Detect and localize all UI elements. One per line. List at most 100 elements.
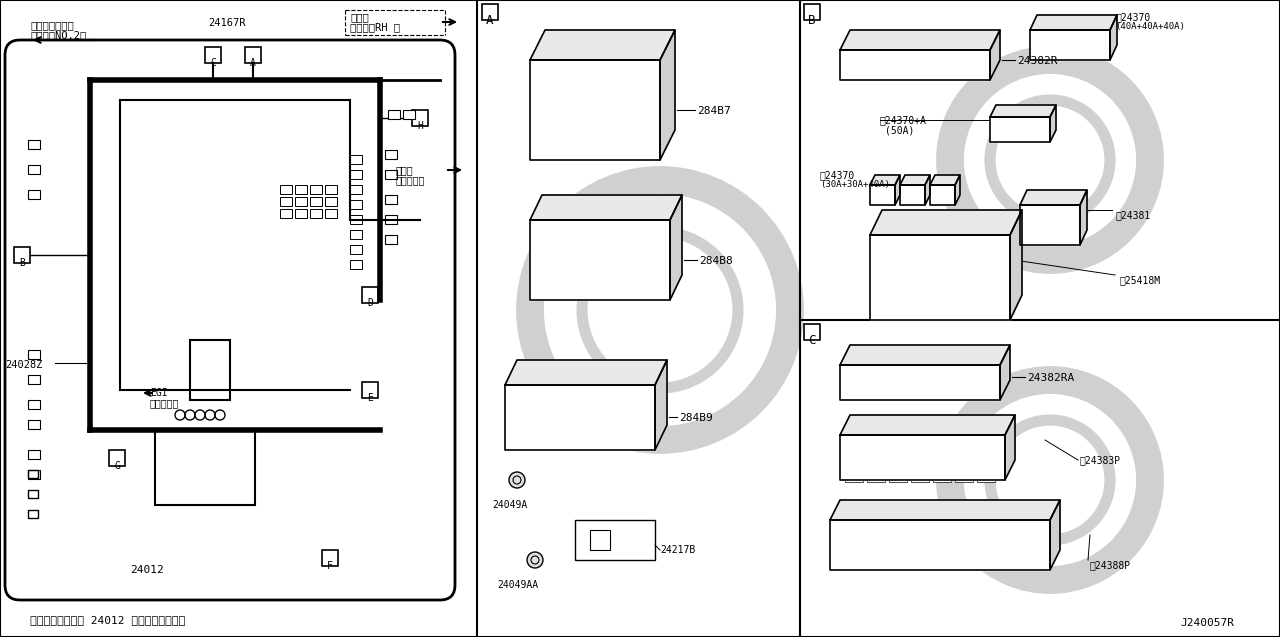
FancyBboxPatch shape [804, 324, 820, 340]
FancyBboxPatch shape [979, 257, 1001, 275]
FancyBboxPatch shape [294, 197, 307, 206]
FancyBboxPatch shape [189, 340, 230, 400]
FancyBboxPatch shape [876, 257, 897, 275]
Polygon shape [925, 175, 931, 205]
FancyBboxPatch shape [403, 110, 415, 119]
FancyBboxPatch shape [349, 245, 362, 254]
FancyBboxPatch shape [28, 400, 40, 409]
FancyBboxPatch shape [954, 279, 975, 297]
FancyBboxPatch shape [595, 120, 611, 135]
FancyBboxPatch shape [590, 530, 611, 550]
Text: (40A+40A+40A): (40A+40A+40A) [1115, 22, 1185, 31]
FancyBboxPatch shape [349, 200, 362, 209]
FancyBboxPatch shape [955, 470, 973, 482]
FancyBboxPatch shape [876, 235, 897, 253]
FancyBboxPatch shape [911, 470, 929, 482]
Polygon shape [829, 500, 1060, 520]
FancyBboxPatch shape [294, 185, 307, 194]
Polygon shape [900, 175, 931, 185]
Polygon shape [1030, 15, 1117, 30]
FancyBboxPatch shape [954, 540, 966, 556]
FancyBboxPatch shape [927, 279, 948, 297]
FancyBboxPatch shape [556, 100, 571, 115]
FancyBboxPatch shape [845, 455, 863, 467]
FancyBboxPatch shape [385, 170, 397, 179]
FancyBboxPatch shape [385, 150, 397, 159]
Polygon shape [530, 60, 660, 160]
FancyBboxPatch shape [614, 100, 631, 115]
FancyBboxPatch shape [412, 110, 428, 126]
FancyBboxPatch shape [614, 120, 631, 135]
Text: ※24383P: ※24383P [1080, 455, 1121, 465]
Polygon shape [870, 235, 1010, 320]
Text: (30A+30A+40A): (30A+30A+40A) [820, 180, 890, 189]
Text: H: H [417, 121, 422, 131]
Polygon shape [840, 345, 1010, 365]
Polygon shape [955, 175, 960, 205]
Polygon shape [1020, 190, 1087, 205]
FancyBboxPatch shape [349, 215, 362, 224]
FancyBboxPatch shape [972, 385, 986, 397]
FancyBboxPatch shape [595, 80, 611, 95]
Text: ※24370: ※24370 [1115, 12, 1151, 22]
Polygon shape [1050, 105, 1056, 142]
FancyBboxPatch shape [911, 455, 929, 467]
FancyBboxPatch shape [483, 4, 498, 20]
Text: 注）※印の部品は 24012 の構成部品です。: 注）※印の部品は 24012 の構成部品です。 [29, 615, 186, 625]
FancyBboxPatch shape [349, 260, 362, 269]
Polygon shape [840, 50, 989, 80]
FancyBboxPatch shape [556, 60, 571, 75]
FancyBboxPatch shape [244, 47, 261, 63]
Polygon shape [895, 175, 900, 205]
FancyBboxPatch shape [869, 540, 882, 556]
Polygon shape [840, 365, 1000, 400]
Text: ※24388P: ※24388P [1091, 560, 1132, 570]
FancyBboxPatch shape [323, 550, 338, 566]
FancyBboxPatch shape [954, 257, 975, 275]
Text: C: C [210, 58, 216, 68]
FancyBboxPatch shape [28, 350, 40, 359]
FancyBboxPatch shape [362, 382, 378, 398]
FancyBboxPatch shape [1021, 540, 1036, 556]
FancyBboxPatch shape [901, 279, 923, 297]
Text: 24049AA: 24049AA [497, 580, 538, 590]
FancyBboxPatch shape [28, 140, 40, 149]
FancyBboxPatch shape [927, 257, 948, 275]
FancyBboxPatch shape [155, 430, 255, 505]
FancyBboxPatch shape [575, 60, 591, 75]
FancyBboxPatch shape [594, 405, 618, 423]
FancyBboxPatch shape [1005, 540, 1018, 556]
Text: (50A): (50A) [884, 125, 914, 135]
Polygon shape [1000, 345, 1010, 400]
FancyBboxPatch shape [575, 80, 591, 95]
FancyBboxPatch shape [890, 470, 908, 482]
Text: ハーネスNO.2へ: ハーネスNO.2へ [29, 30, 86, 40]
Text: B: B [808, 13, 815, 27]
FancyBboxPatch shape [28, 450, 40, 459]
FancyBboxPatch shape [538, 405, 562, 423]
FancyBboxPatch shape [566, 405, 590, 423]
Polygon shape [870, 210, 1021, 235]
Polygon shape [660, 30, 675, 160]
Text: ハーネスRH へ: ハーネスRH へ [349, 22, 399, 32]
Text: 284B7: 284B7 [698, 106, 731, 116]
Polygon shape [1050, 500, 1060, 570]
Polygon shape [840, 415, 1015, 435]
FancyBboxPatch shape [927, 235, 948, 253]
FancyBboxPatch shape [979, 279, 1001, 297]
FancyBboxPatch shape [979, 235, 1001, 253]
Polygon shape [1020, 205, 1080, 245]
Polygon shape [1010, 210, 1021, 320]
Text: 24012: 24012 [131, 565, 164, 575]
FancyBboxPatch shape [901, 235, 923, 253]
Polygon shape [931, 175, 960, 185]
FancyBboxPatch shape [535, 60, 550, 75]
Text: A: A [486, 13, 494, 27]
FancyBboxPatch shape [388, 110, 399, 119]
Text: 24217B: 24217B [660, 545, 695, 555]
FancyBboxPatch shape [954, 385, 966, 397]
FancyBboxPatch shape [109, 450, 125, 466]
FancyBboxPatch shape [575, 120, 591, 135]
FancyBboxPatch shape [933, 455, 951, 467]
FancyBboxPatch shape [845, 385, 859, 397]
